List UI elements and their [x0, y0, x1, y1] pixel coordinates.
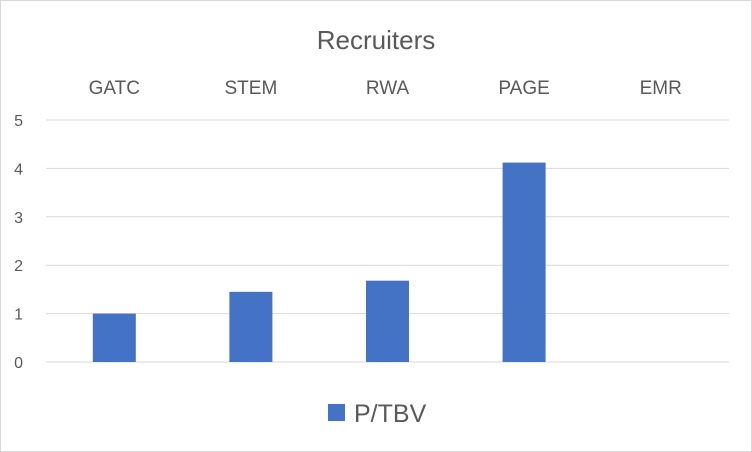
y-tick-label: 3	[14, 210, 23, 227]
y-tick-label: 2	[14, 258, 23, 275]
bars	[92, 162, 546, 362]
category-label: STEM	[225, 78, 278, 99]
y-tick-label: 1	[14, 307, 23, 324]
legend-swatch	[328, 404, 345, 421]
category-labels: GATC STEM RWA PAGE EMR	[89, 78, 682, 99]
y-tick-label: 4	[14, 161, 23, 178]
bar-stem	[229, 291, 273, 362]
bar-page	[502, 162, 546, 362]
chart-title: Recruiters	[317, 25, 435, 55]
bar-gatc	[92, 313, 136, 362]
y-tick-label: 0	[14, 355, 23, 372]
legend-label: P/TBV	[354, 400, 427, 428]
category-label: GATC	[89, 78, 140, 99]
category-label: RWA	[366, 78, 410, 99]
category-label: EMR	[640, 78, 682, 99]
y-axis-ticks: 0 1 2 3 4 5	[14, 113, 23, 372]
y-tick-label: 5	[14, 113, 23, 130]
category-label: PAGE	[498, 78, 549, 99]
bar-rwa	[366, 280, 409, 362]
gridlines	[46, 119, 729, 363]
legend: P/TBV	[328, 400, 427, 428]
